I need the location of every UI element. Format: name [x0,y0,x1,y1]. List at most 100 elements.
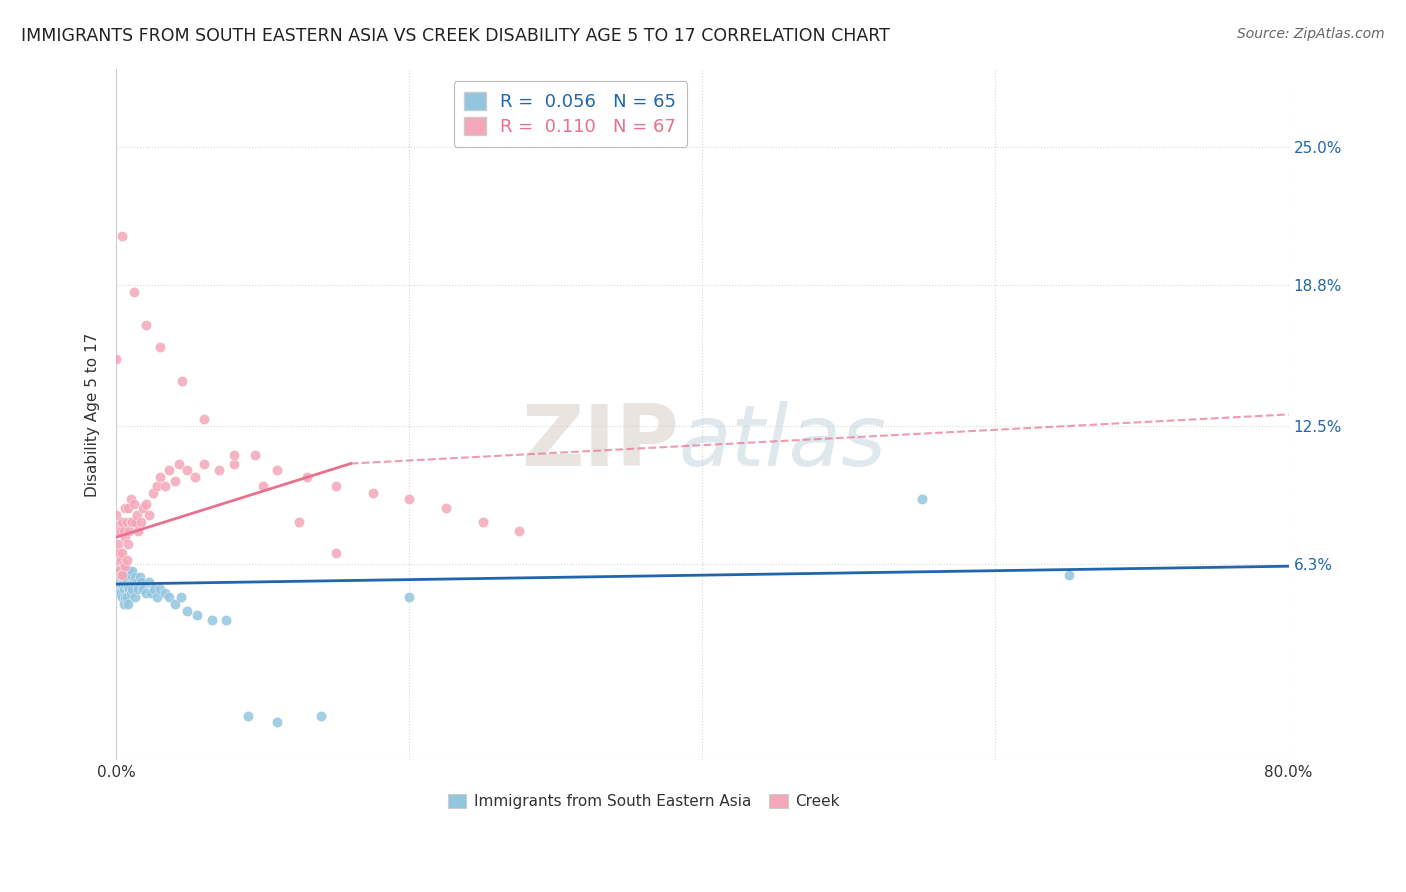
Point [141,586,163,600]
Point [176,604,198,618]
Point [124,515,146,529]
Point [200,613,222,627]
Point [138,574,160,589]
Point [111,591,134,605]
Point [115,564,138,578]
Legend: Immigrants from South Eastern Asia, Creek: Immigrants from South Eastern Asia, Cree… [441,788,846,815]
Point [108,564,131,578]
Point [108,586,131,600]
Point [163,597,186,611]
Point [105,508,128,522]
Point [114,559,136,574]
Point [172,374,194,388]
Point [105,574,128,589]
Point [108,564,131,578]
Point [236,708,259,723]
Point [135,497,157,511]
Point [117,501,139,516]
Point [266,715,288,730]
Point [149,582,172,596]
Point [107,557,129,571]
Point [112,573,135,587]
Point [135,318,157,333]
Point [118,564,141,578]
Point [114,501,136,516]
Point [107,537,129,551]
Point [115,591,138,605]
Point [105,564,128,578]
Point [146,479,169,493]
Point [110,586,132,600]
Point [135,586,157,600]
Point [325,479,347,493]
Point [118,524,141,538]
Point [266,463,288,477]
Point [111,568,134,582]
Point [118,582,141,596]
Point [115,574,138,589]
Point [170,591,193,605]
Point [117,579,139,593]
Point [208,463,231,477]
Point [252,479,274,493]
Point [114,530,136,544]
Point [138,508,160,522]
Point [110,568,132,582]
Point [110,577,132,591]
Point [153,586,176,600]
Point [163,475,186,489]
Point [153,479,176,493]
Y-axis label: Disability Age 5 to 17: Disability Age 5 to 17 [86,333,100,497]
Point [127,582,149,596]
Point [120,568,142,582]
Text: Source: ZipAtlas.com: Source: ZipAtlas.com [1237,27,1385,41]
Point [193,412,215,426]
Point [124,591,146,605]
Point [142,485,165,500]
Point [125,574,148,589]
Point [114,568,136,582]
Point [911,492,934,507]
Point [398,591,420,605]
Point [146,591,169,605]
Point [117,597,139,611]
Point [434,501,457,516]
Point [1057,568,1080,582]
Point [325,546,347,560]
Text: IMMIGRANTS FROM SOUTH EASTERN ASIA VS CREEK DISABILITY AGE 5 TO 17 CORRELATION C: IMMIGRANTS FROM SOUTH EASTERN ASIA VS CR… [21,27,890,45]
Text: ZIP: ZIP [522,401,679,483]
Point [288,515,311,529]
Point [131,501,153,516]
Point [110,568,132,582]
Point [105,351,128,366]
Point [121,515,143,529]
Point [115,552,138,566]
Point [107,519,129,533]
Point [215,613,238,627]
Point [120,515,142,529]
Point [105,568,128,582]
Point [110,524,132,538]
Point [111,546,134,560]
Point [112,557,135,571]
Point [111,568,134,582]
Point [112,582,135,596]
Point [117,537,139,551]
Point [508,524,530,538]
Point [107,568,129,582]
Point [108,577,131,591]
Point [108,570,131,584]
Point [222,457,245,471]
Point [110,557,132,571]
Point [114,577,136,591]
Point [121,564,143,578]
Point [295,470,318,484]
Point [131,582,153,596]
Point [108,546,131,560]
Point [111,228,134,243]
Point [184,470,207,484]
Point [471,515,494,529]
Point [125,508,148,522]
Point [107,574,129,589]
Point [112,597,135,611]
